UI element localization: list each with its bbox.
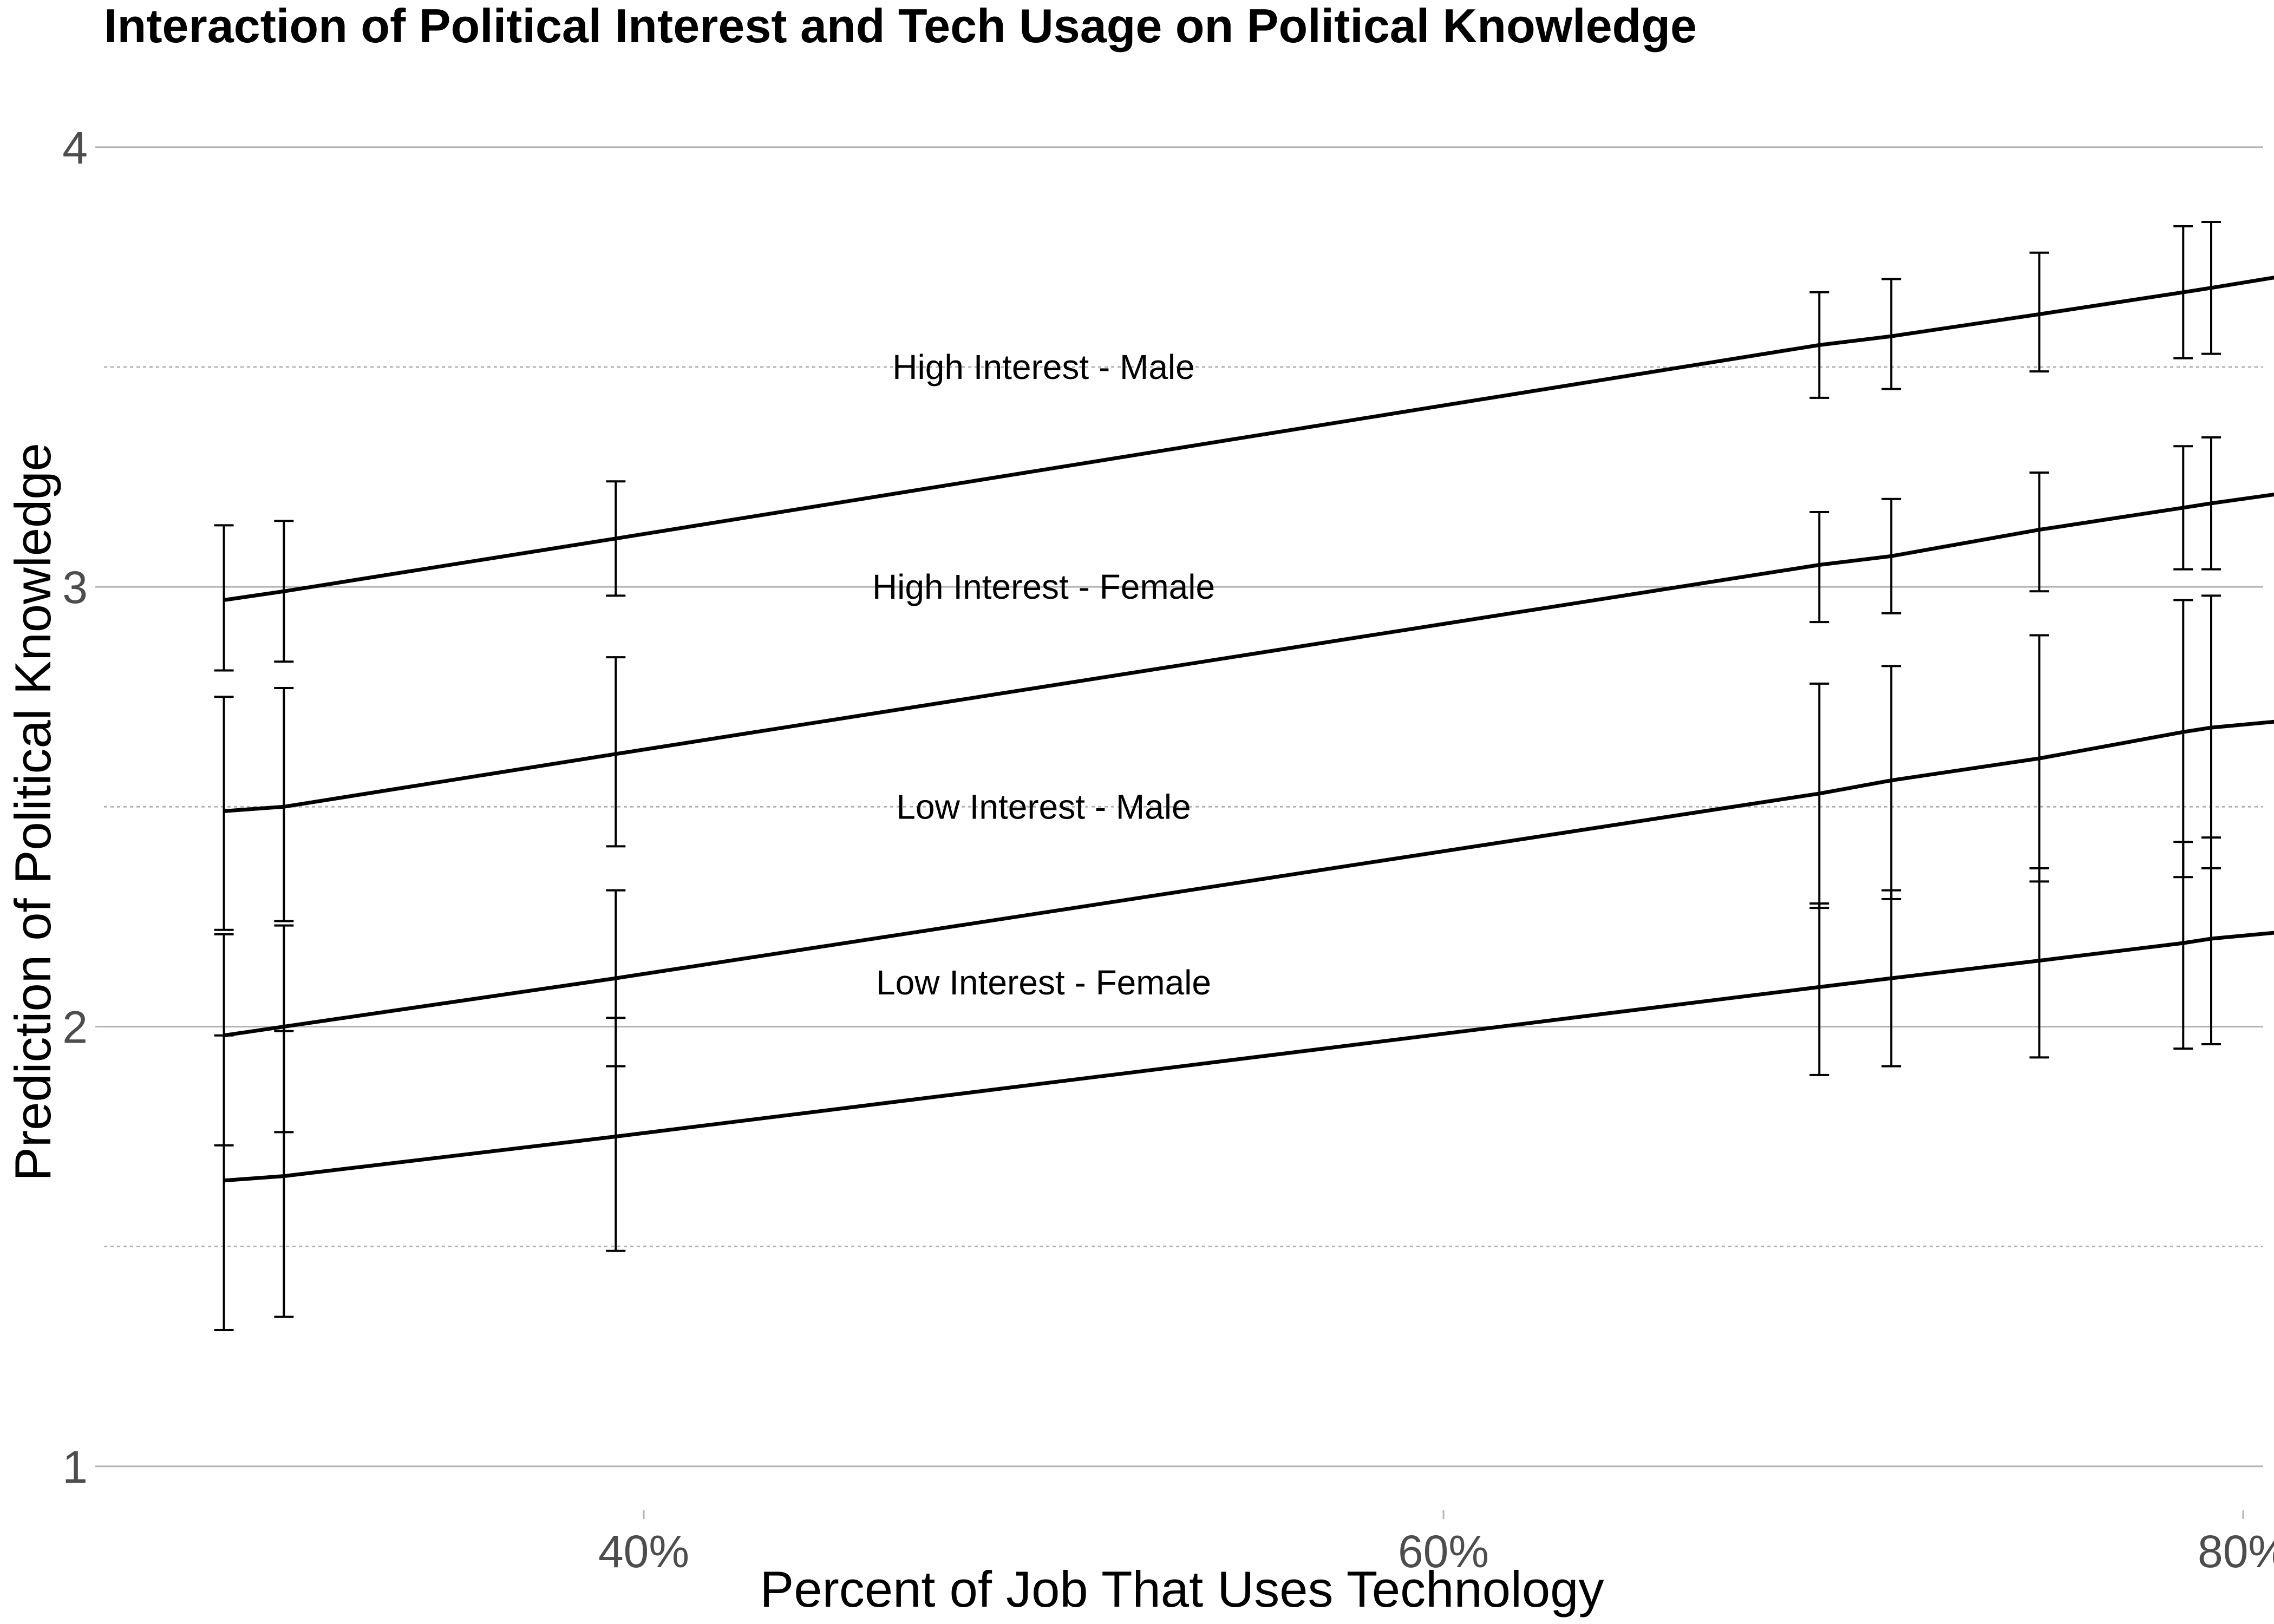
error-bar-high-interest-male xyxy=(1881,278,1901,390)
y-tick-label: 3 xyxy=(62,562,88,613)
error-bar-high-interest-male xyxy=(2173,225,2193,359)
error-bar-high-interest-female xyxy=(1881,497,1901,614)
grid xyxy=(104,146,2263,1468)
error-bar-high-interest-female xyxy=(2029,471,2049,593)
y-tick-label: 4 xyxy=(62,122,88,173)
error-bar-high-interest-male xyxy=(214,524,234,672)
error-bar-low-interest-female xyxy=(606,1017,626,1252)
error-bar-low-interest-female xyxy=(1809,902,1829,1076)
error-bar-high-interest-male xyxy=(2029,251,2049,373)
error-bar-low-interest-female xyxy=(2029,867,2049,1059)
error-bar-low-interest-female xyxy=(1881,889,1901,1068)
error-bar-high-interest-female xyxy=(606,656,626,848)
series-label-high-interest-male: High Interest - Male xyxy=(892,348,1194,387)
y-tick-label: 1 xyxy=(62,1442,88,1492)
series-line-low-interest-female xyxy=(224,931,2274,1183)
error-bar-high-interest-male xyxy=(606,480,626,597)
error-bar-high-interest-female xyxy=(1809,511,1829,624)
x-tick-label: 60% xyxy=(1398,1526,1489,1577)
error-bar-low-interest-female xyxy=(2173,841,2193,1050)
error-bar-low-interest-female xyxy=(274,1030,294,1318)
series-line-low-interest-male xyxy=(224,719,2274,1038)
x-tick-label: 40% xyxy=(598,1526,689,1577)
x-tick-label: 80% xyxy=(2198,1526,2274,1577)
error-bar-high-interest-female xyxy=(2173,445,2193,571)
series-label-high-interest-female: High Interest - Female xyxy=(872,567,1215,606)
y-axis-label: Prediction of Political Knowledge xyxy=(4,443,61,1181)
error-bars xyxy=(214,220,2221,1331)
series-label-low-interest-female: Low Interest - Female xyxy=(876,963,1211,1002)
series-line-high-interest-male xyxy=(224,276,2274,602)
error-bar-high-interest-female xyxy=(214,696,234,931)
error-bar-low-interest-male xyxy=(2201,594,2221,870)
error-bar-high-interest-male xyxy=(1809,291,1829,399)
error-bar-high-interest-female xyxy=(274,686,294,922)
error-bar-low-interest-male xyxy=(2173,599,2193,879)
series-lines xyxy=(224,276,2274,1183)
series-labels: High Interest - Male High Interest - Fema… xyxy=(872,348,1215,1002)
series-line-high-interest-female xyxy=(224,492,2274,813)
error-bar-high-interest-female xyxy=(2201,436,2221,571)
error-bar-high-interest-male xyxy=(274,520,294,663)
axis-ticks: 1 2 3 4 40% 60% 80% xyxy=(62,122,2274,1577)
series-label-low-interest-male: Low Interest - Male xyxy=(896,787,1191,826)
error-bar-low-interest-female xyxy=(214,1034,234,1331)
y-tick-label: 2 xyxy=(62,1001,88,1052)
error-bar-low-interest-female xyxy=(2201,836,2221,1045)
chart-title: Interaction of Political Interest and Te… xyxy=(104,0,1697,53)
x-axis-label: Percent of Job That Uses Technology xyxy=(760,1561,1604,1618)
error-bar-high-interest-male xyxy=(2201,220,2221,355)
